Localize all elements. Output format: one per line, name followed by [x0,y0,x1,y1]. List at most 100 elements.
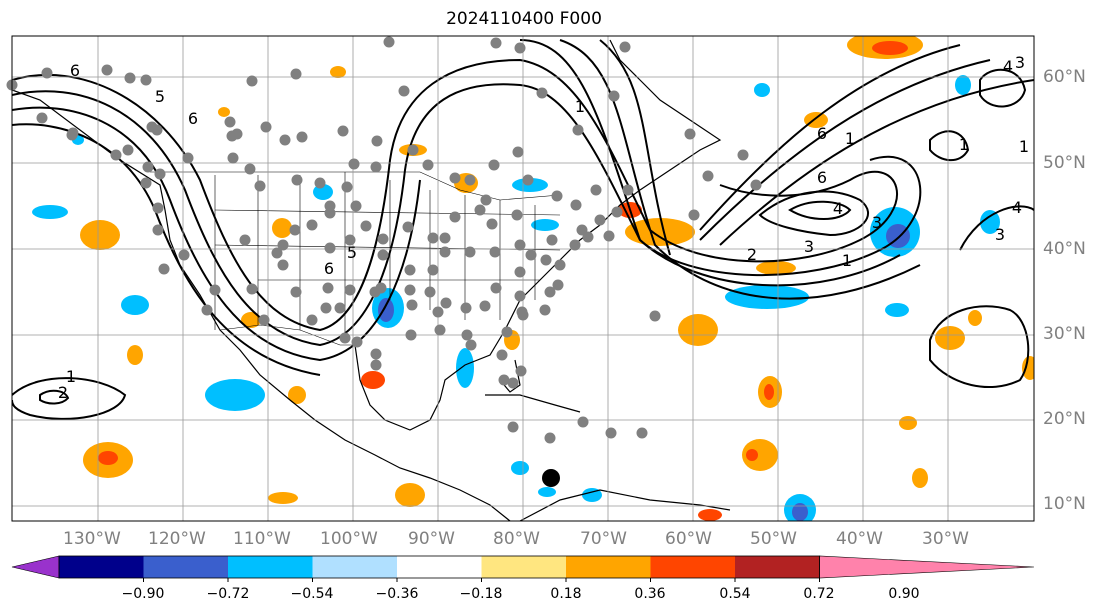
station-dot [590,184,602,196]
contour-label: 3 [804,237,814,256]
station-dot [544,286,556,298]
station-dot [350,200,362,212]
colorbar-segment [228,556,313,578]
contour-label: 1 [959,135,969,154]
shade-blob [968,310,982,326]
station-dot [239,234,251,246]
colorbar-segment [481,556,566,578]
shade-blob [792,503,808,521]
colorbar-tick-label: −0.18 [459,586,503,602]
station-dot [498,374,510,386]
shade-blob [531,219,559,231]
station-dot [370,359,382,371]
colorbar-tick-label: 0.72 [803,586,835,602]
shade-blob [625,218,695,246]
shade-blob [912,468,928,488]
shade-blob [955,75,971,95]
station-dot [688,209,700,221]
contour-label: 6 [324,259,334,278]
lon-label: 70°W [580,529,627,549]
station-dot [539,304,551,316]
station-dot [434,324,446,336]
colorbar-tick-label: −0.36 [375,586,419,602]
lon-label: 90°W [408,529,455,549]
station-dot [231,128,243,140]
contour-label: 2 [58,383,68,402]
station-dot [582,231,594,243]
station-dot [404,264,416,276]
station-dot [122,144,134,156]
shade-blob [330,66,346,78]
station-dot [322,282,334,294]
station-dot [152,202,164,214]
shade-blob [80,220,120,250]
station-dot [291,174,303,186]
station-dot [296,131,308,143]
colorbar-segment [650,556,735,578]
lon-label: 60°W [665,529,712,549]
station-dot [152,224,164,236]
station-dot [279,134,291,146]
station-dot [552,279,564,291]
station-dot [449,211,461,223]
graticule [12,36,1034,521]
station-dot [546,234,558,246]
station-dot [289,224,301,236]
contour-label: 5 [347,243,357,262]
station-dot [460,302,472,314]
station-dot [246,283,258,295]
shade-blob [361,371,385,389]
station-dot [464,174,476,186]
colorbar-tick-label: −0.54 [290,586,334,602]
shade-blob [899,416,917,430]
station-dot [514,42,526,54]
station-dot [750,179,762,191]
station-dot [622,184,634,196]
station-dot [140,74,152,86]
station-dot [512,146,524,158]
station-dot [649,310,661,322]
station-dot [314,177,326,189]
station-dot [324,242,336,254]
station-dot [146,121,158,133]
lat-label: 30°N [1043,324,1086,344]
shade-blob [268,492,298,504]
contour-label: 6 [817,124,827,143]
shade-blob [241,312,261,328]
contour-label: 6 [70,61,80,80]
lon-label: 30°W [922,529,969,549]
station-dot [246,75,258,87]
station-dot [370,161,382,173]
station-dot [271,247,283,259]
station-dot [110,149,122,161]
station-dot [339,332,351,344]
station-dot [227,152,239,164]
station-dot [511,209,523,221]
lon-label: 100°W [320,529,378,549]
lon-label: 80°W [493,529,540,549]
station-dot [490,37,502,49]
shade-blob [742,439,778,471]
station-dot [603,230,615,242]
station-dot [594,214,606,226]
colorbar-segment [397,556,482,578]
lon-label: 50°W [750,529,797,549]
storm-marker [542,469,560,487]
shade-blob [582,488,602,502]
station-dot [404,284,416,296]
station-dot [474,204,486,216]
colorbar-segment [143,556,228,578]
station-dot [377,249,389,261]
station-dot [427,264,439,276]
station-dot [324,200,336,212]
colorbar-tick-label: 0.36 [634,586,666,602]
shade-blob [121,295,149,315]
shade-blob [272,218,292,238]
station-dot [360,220,372,232]
lat-label: 10°N [1043,494,1086,514]
station-dot [36,112,48,124]
lat-label: 50°N [1043,153,1086,173]
lat-label: 60°N [1043,67,1086,87]
